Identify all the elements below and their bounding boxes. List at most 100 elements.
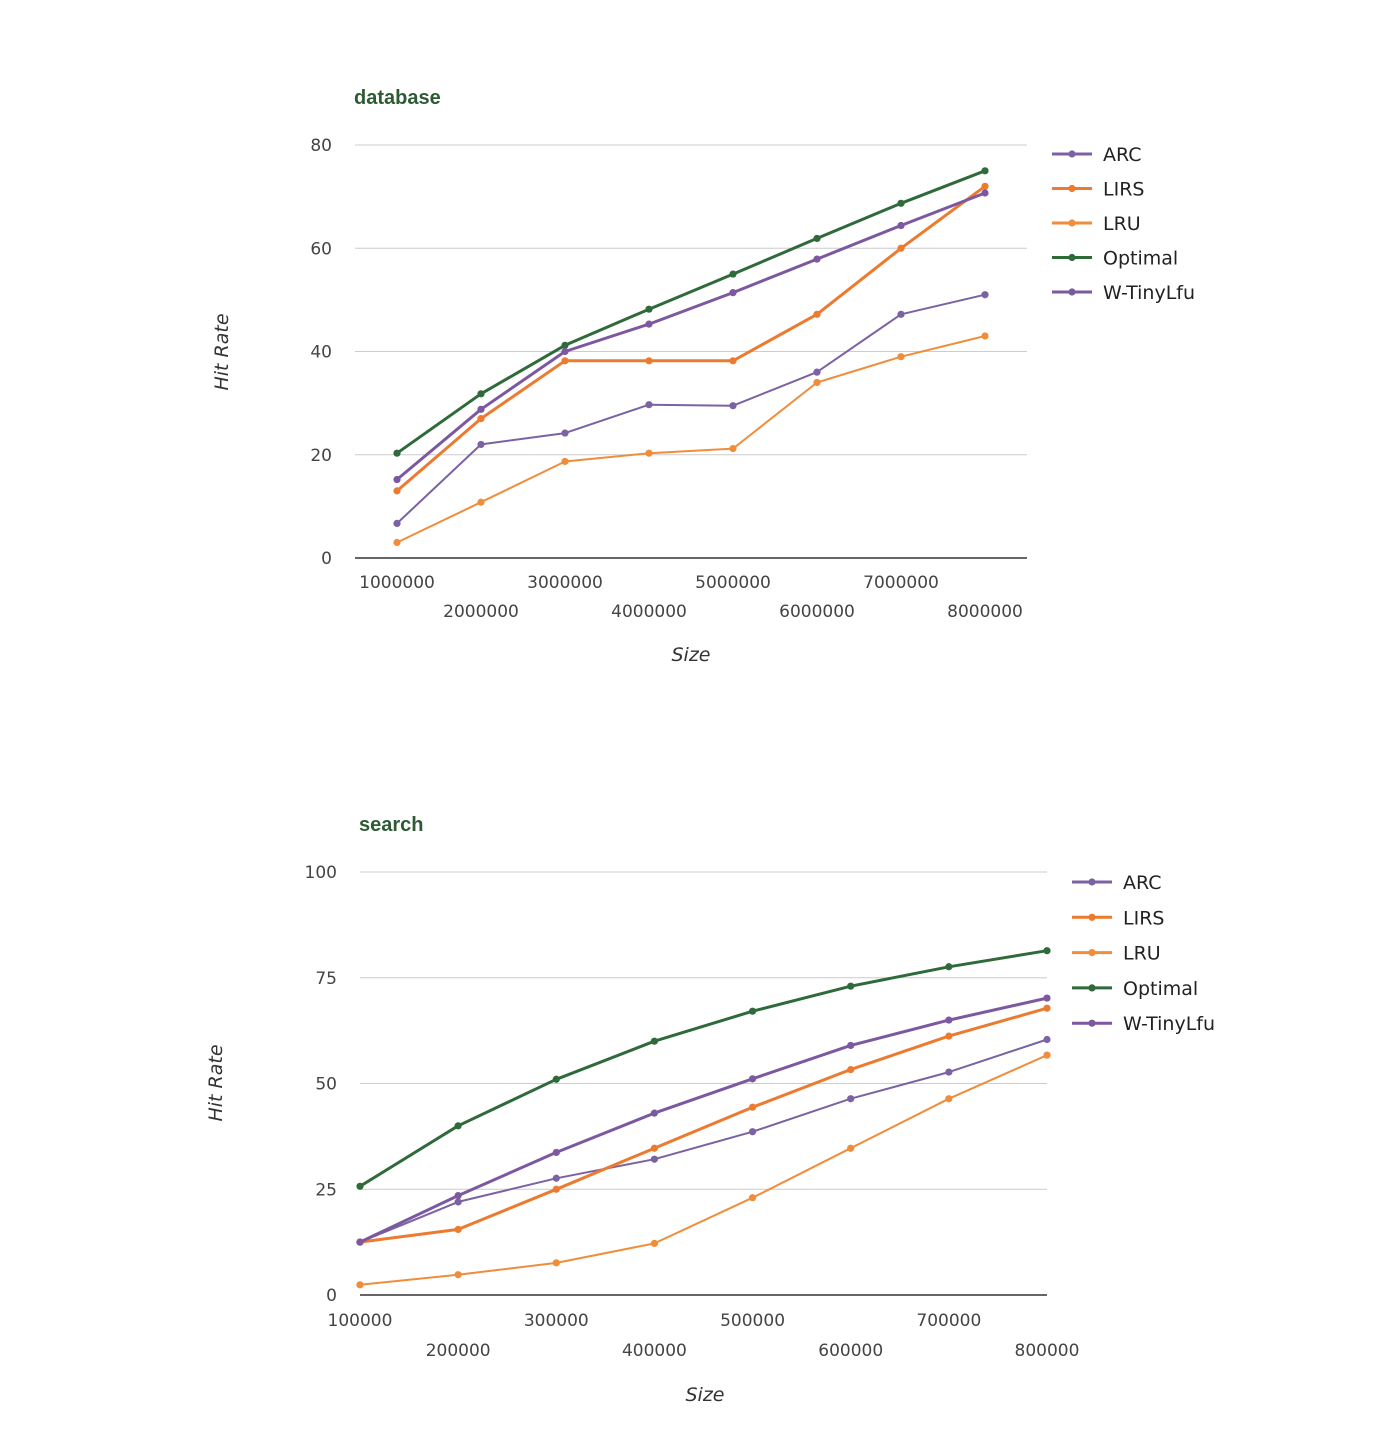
data-point-lirs [650,1144,659,1152]
data-point-lirs [477,415,485,423]
series-line-optimal [358,949,1049,1188]
data-point-w-tinylfu [645,320,653,328]
data-point-arc [729,402,737,410]
data-point-optimal [813,234,821,243]
x-tick-label: 500000 [720,1311,785,1331]
legend-marker-lru [1088,949,1096,957]
data-point-w-tinylfu [1043,994,1051,1002]
data-point-optimal [454,1122,462,1130]
data-point-w-tinylfu [454,1191,462,1200]
data-point-lirs [748,1103,757,1111]
data-point-arc [981,291,989,299]
x-tick-label: 600000 [818,1341,883,1361]
data-point-optimal [356,1182,364,1190]
data-point-w-tinylfu [552,1148,560,1157]
series-line-lirs [395,184,987,493]
legend-label-arc: ARC [1103,144,1142,166]
series-line-arc [396,293,986,525]
x-axis-title: Size [685,1384,724,1406]
legend-marker-w-tinylfu [1088,1019,1096,1027]
legend-label-lirs: LIRS [1103,179,1144,201]
data-point-lru [945,1095,953,1103]
legend-marker-w-tinylfu [1068,288,1076,296]
data-point-optimal [561,341,569,349]
data-point-lru [561,457,569,466]
data-point-optimal [981,167,989,175]
y-tick-label: 100 [305,863,337,883]
data-point-lru [645,449,653,457]
data-point-lru [650,1239,659,1247]
data-point-lirs [945,1032,953,1040]
data-point-optimal [393,449,401,457]
data-point-arc [552,1174,560,1182]
data-point-w-tinylfu [813,255,821,263]
data-point-lru [552,1259,560,1267]
data-point-lirs [1043,1004,1051,1012]
data-point-w-tinylfu [729,289,737,297]
data-point-optimal [552,1075,560,1083]
data-point-lru [729,444,737,453]
data-point-arc [454,1198,462,1206]
legend-label-optimal: Optimal [1103,248,1178,270]
y-tick-label: 0 [326,1286,337,1306]
data-point-w-tinylfu [748,1075,757,1083]
data-point-w-tinylfu [945,1016,953,1024]
data-point-lru [1043,1051,1051,1059]
data-point-lirs [393,487,401,495]
x-axis-title: Size [671,644,710,666]
legend-label-lirs: LIRS [1123,907,1164,929]
data-point-lirs [981,182,989,190]
data-point-arc [1043,1035,1051,1044]
data-point-lru [981,332,989,340]
data-point-lirs [813,310,821,318]
data-point-optimal [477,390,485,398]
data-point-lirs [454,1225,462,1234]
data-point-lru [813,378,821,387]
legend-label-lru: LRU [1123,943,1161,965]
data-point-lirs [552,1185,560,1193]
y-tick-label: 60 [310,239,332,259]
data-point-arc [847,1095,855,1103]
series-line-arc [359,1038,1048,1244]
series-line-lirs [358,1006,1049,1244]
data-point-w-tinylfu [981,189,989,197]
series-line-optimal [395,169,987,455]
legend-marker-lru [1068,219,1076,227]
y-tick-label: 40 [310,343,332,363]
data-point-lirs [729,357,737,365]
x-tick-label: 1000000 [359,573,435,593]
data-point-arc [897,310,905,318]
x-tick-label: 400000 [622,1341,687,1361]
data-point-optimal [645,305,653,313]
data-point-arc [748,1128,757,1136]
chart-title: search [359,814,424,836]
legend-marker-optimal [1068,253,1076,262]
x-tick-label: 100000 [328,1311,393,1331]
y-tick-label: 50 [315,1075,337,1095]
chart-title: database [354,87,441,109]
data-point-optimal [748,1007,757,1015]
legend-label-w-tinylfu: W-TinyLfu [1103,282,1195,304]
data-point-lru [454,1271,462,1279]
data-point-optimal [847,982,855,990]
legend-marker-arc [1068,150,1076,158]
data-point-optimal [945,963,953,971]
data-point-lirs [897,244,905,252]
data-point-arc [650,1155,659,1163]
x-tick-label: 5000000 [695,573,771,593]
data-point-w-tinylfu [393,475,401,484]
x-tick-label: 3000000 [527,573,603,593]
y-tick-label: 25 [315,1180,337,1200]
data-point-arc [645,401,653,409]
data-point-arc [477,440,485,449]
y-axis-title: Hit Rate [211,313,233,390]
legend-marker-optimal [1088,984,1096,992]
x-tick-label: 300000 [524,1311,589,1331]
data-point-optimal [729,270,737,278]
legend-marker-lirs [1068,184,1076,193]
x-tick-label: 7000000 [863,573,939,593]
data-point-lru [356,1281,364,1289]
data-point-w-tinylfu [477,405,485,413]
data-point-lru [393,538,401,547]
y-tick-label: 20 [310,446,332,466]
